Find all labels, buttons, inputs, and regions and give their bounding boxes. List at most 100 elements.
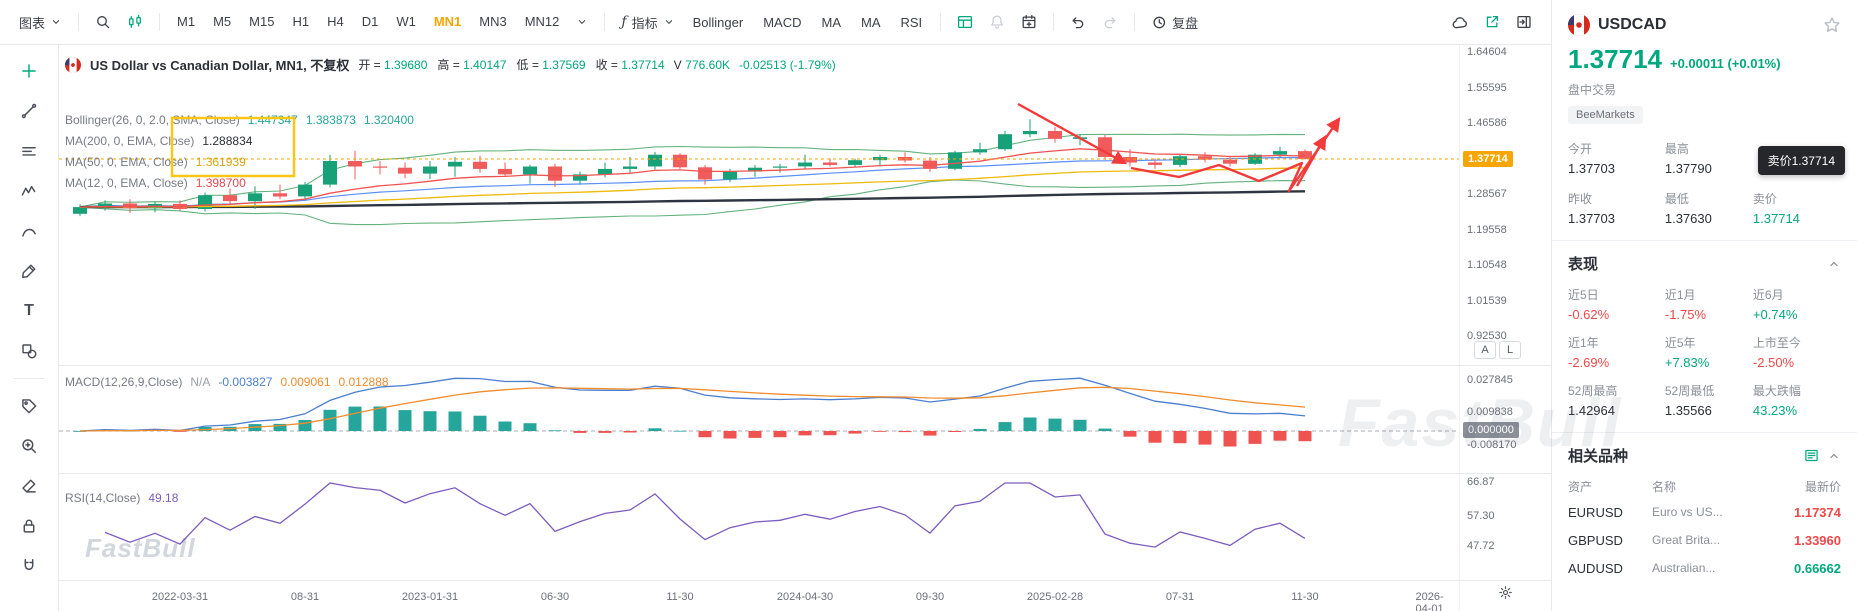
tool-eraser[interactable]: [13, 470, 45, 502]
performance-collapse-button[interactable]: [1827, 257, 1841, 271]
macd-legend[interactable]: MACD(12,26,9,Close) N/A -0.003827 0.0090…: [65, 375, 389, 389]
pane-separator-macd[interactable]: [59, 365, 1551, 366]
chevron-up-icon: [1830, 261, 1838, 266]
scale-button-l[interactable]: L: [1499, 341, 1521, 359]
timeframe-more-button[interactable]: [569, 8, 595, 36]
performance-label: 近1年: [1568, 336, 1599, 350]
tool-lock[interactable]: [13, 510, 45, 542]
performance-cell-4: 近5年 +7.83%: [1665, 334, 1753, 370]
indicator-quick-ma-2[interactable]: MA: [821, 14, 841, 30]
timeframe-button-mn1[interactable]: MN1: [433, 14, 462, 29]
ohlc-value: 1.40147: [463, 58, 507, 72]
tool-text[interactable]: T: [13, 295, 45, 327]
indicators-label: 指标: [631, 15, 658, 31]
performance-cell-1: 近1月 -1.75%: [1665, 286, 1753, 322]
layout-grid-button[interactable]: [950, 8, 980, 36]
session-status: 盘中交易: [1568, 83, 1617, 97]
ohlc-value: 1.37569: [542, 58, 586, 72]
indicator-quick-ma-3[interactable]: MA: [860, 14, 881, 30]
tool-magnet[interactable]: [13, 550, 45, 582]
timeframe-button-mn3[interactable]: MN3: [479, 14, 507, 29]
instrument-title[interactable]: US Dollar vs Canadian Dollar, MN1, 不复权: [90, 58, 350, 73]
rsi-legend[interactable]: RSI(14,Close) 49.18: [65, 491, 178, 505]
price-axis-label: 0.92530: [1467, 330, 1507, 342]
stat-cell-5: 卖价 1.37714: [1753, 190, 1841, 226]
ohlc-label: 高 =: [437, 58, 464, 72]
timeframe-button-m15[interactable]: M15: [249, 14, 275, 29]
ma50-legend[interactable]: MA(50, 0, EMA, Close) 1.361939: [65, 155, 246, 169]
macd-signal-value: 0.009061: [280, 375, 331, 389]
performance-label: 上市至今: [1752, 336, 1801, 350]
indicators-menu-button[interactable]: ƒ 指标: [614, 8, 681, 36]
chart-canvas[interactable]: [59, 45, 1459, 611]
related-name: Australian...: [1652, 561, 1716, 575]
tool-curve[interactable]: [13, 215, 45, 247]
economic-calendar-button[interactable]: [1014, 8, 1044, 36]
bollinger-legend[interactable]: Bollinger(26, 0, 2.0, SMA, Close) 1.4473…: [65, 113, 414, 127]
macd-na-value: N/A: [190, 375, 211, 389]
related-header-2: 最新价: [1804, 479, 1841, 494]
chevron-down-icon: [52, 20, 60, 24]
timeframe-button-d1[interactable]: D1: [361, 14, 379, 29]
ma12-legend-name: MA(12, 0, EMA, Close): [65, 176, 188, 190]
timeframe-button-h4[interactable]: H4: [327, 14, 344, 29]
timeframe-button-h1[interactable]: H1: [292, 14, 310, 29]
chart-region[interactable]: FastBull US Dollar vs Canadian Dollar, M…: [59, 45, 1459, 611]
chart-ohlc-header: US Dollar vs Canadian Dollar, MN1, 不复权 开…: [65, 55, 836, 74]
indicator-quick-macd-1[interactable]: MACD: [763, 14, 802, 30]
search-button[interactable]: [88, 8, 118, 36]
ma12-legend[interactable]: MA(12, 0, EMA, Close) 1.398700: [65, 176, 246, 190]
time-axis-label: 2023-01-31: [401, 591, 459, 603]
scale-button-a[interactable]: A: [1474, 341, 1496, 359]
indicator-quick-rsi-4[interactable]: RSI: [900, 14, 923, 30]
symbol-name: USDCAD: [1598, 16, 1667, 33]
chart-style-button[interactable]: [120, 8, 150, 36]
pane-separator-rsi[interactable]: [59, 473, 1551, 474]
timeframe-button-m1[interactable]: M1: [177, 14, 196, 29]
timeframe-button-w1[interactable]: W1: [396, 14, 416, 29]
replay-button[interactable]: 复盘: [1144, 8, 1205, 36]
search-icon: [97, 16, 110, 29]
timeframe-button-mn12[interactable]: MN12: [524, 14, 560, 29]
broker-badge[interactable]: BeeMarkets: [1568, 106, 1643, 124]
related-row-audusd[interactable]: AUDUSD Australian... 0.66662: [1568, 554, 1841, 582]
related-row-eurusd[interactable]: EURUSD Euro vs US... 1.17374: [1568, 498, 1841, 526]
related-name: Great Brita...: [1652, 533, 1721, 547]
tool-zoom-in[interactable]: [13, 430, 45, 462]
performance-value: +0.74%: [1752, 307, 1798, 322]
chart-settings-button[interactable]: [1498, 585, 1513, 600]
tool-trend-line[interactable]: [13, 95, 45, 127]
tool-elliott-wave[interactable]: [13, 175, 45, 207]
related-header-icons[interactable]: [1804, 448, 1841, 463]
tool-brush[interactable]: [13, 255, 45, 287]
alerts-button[interactable]: [982, 8, 1012, 36]
redo-button[interactable]: [1095, 8, 1125, 36]
tool-crosshair-add[interactable]: [13, 55, 45, 87]
panel-divider: [1552, 432, 1857, 433]
macd-line-value: -0.003827: [218, 375, 273, 389]
price-axis[interactable]: 1.64604 1.55595 1.46586 1.37714 1.28567 1.195…: [1459, 45, 1551, 611]
undo-icon: [1072, 17, 1084, 29]
indicator-quick-bollinger-0[interactable]: Bollinger: [692, 14, 744, 30]
undo-button[interactable]: [1063, 8, 1093, 36]
related-row-gbpusd[interactable]: GBPUSD Great Brita... 1.33960: [1568, 526, 1841, 554]
volume-value: 776.60K: [685, 58, 731, 72]
timeframe-button-m5[interactable]: M5: [213, 14, 232, 29]
chart-menu-button[interactable]: 图表: [12, 8, 69, 36]
volume-label: V: [673, 58, 682, 72]
tool-tag[interactable]: [13, 390, 45, 422]
gear-icon: [1499, 586, 1512, 599]
collapse-panel-button[interactable]: [1509, 8, 1539, 36]
ma200-value: 1.288834: [202, 134, 253, 148]
ma200-legend[interactable]: MA(200, 0, EMA, Close) 1.288834: [65, 134, 252, 148]
ohlc-value: 1.39680: [384, 58, 428, 72]
cloud-sync-button[interactable]: [1444, 8, 1475, 36]
ohlc-item-3: 收 = 1.37714: [596, 56, 665, 73]
tool-parallel-lines[interactable]: [13, 135, 45, 167]
open-window-button[interactable]: [1477, 8, 1507, 36]
tool-shapes[interactable]: [13, 335, 45, 367]
trendline-icon: [21, 103, 37, 119]
performance-value: -1.75%: [1664, 307, 1707, 322]
favorite-star-button[interactable]: [1823, 16, 1841, 34]
